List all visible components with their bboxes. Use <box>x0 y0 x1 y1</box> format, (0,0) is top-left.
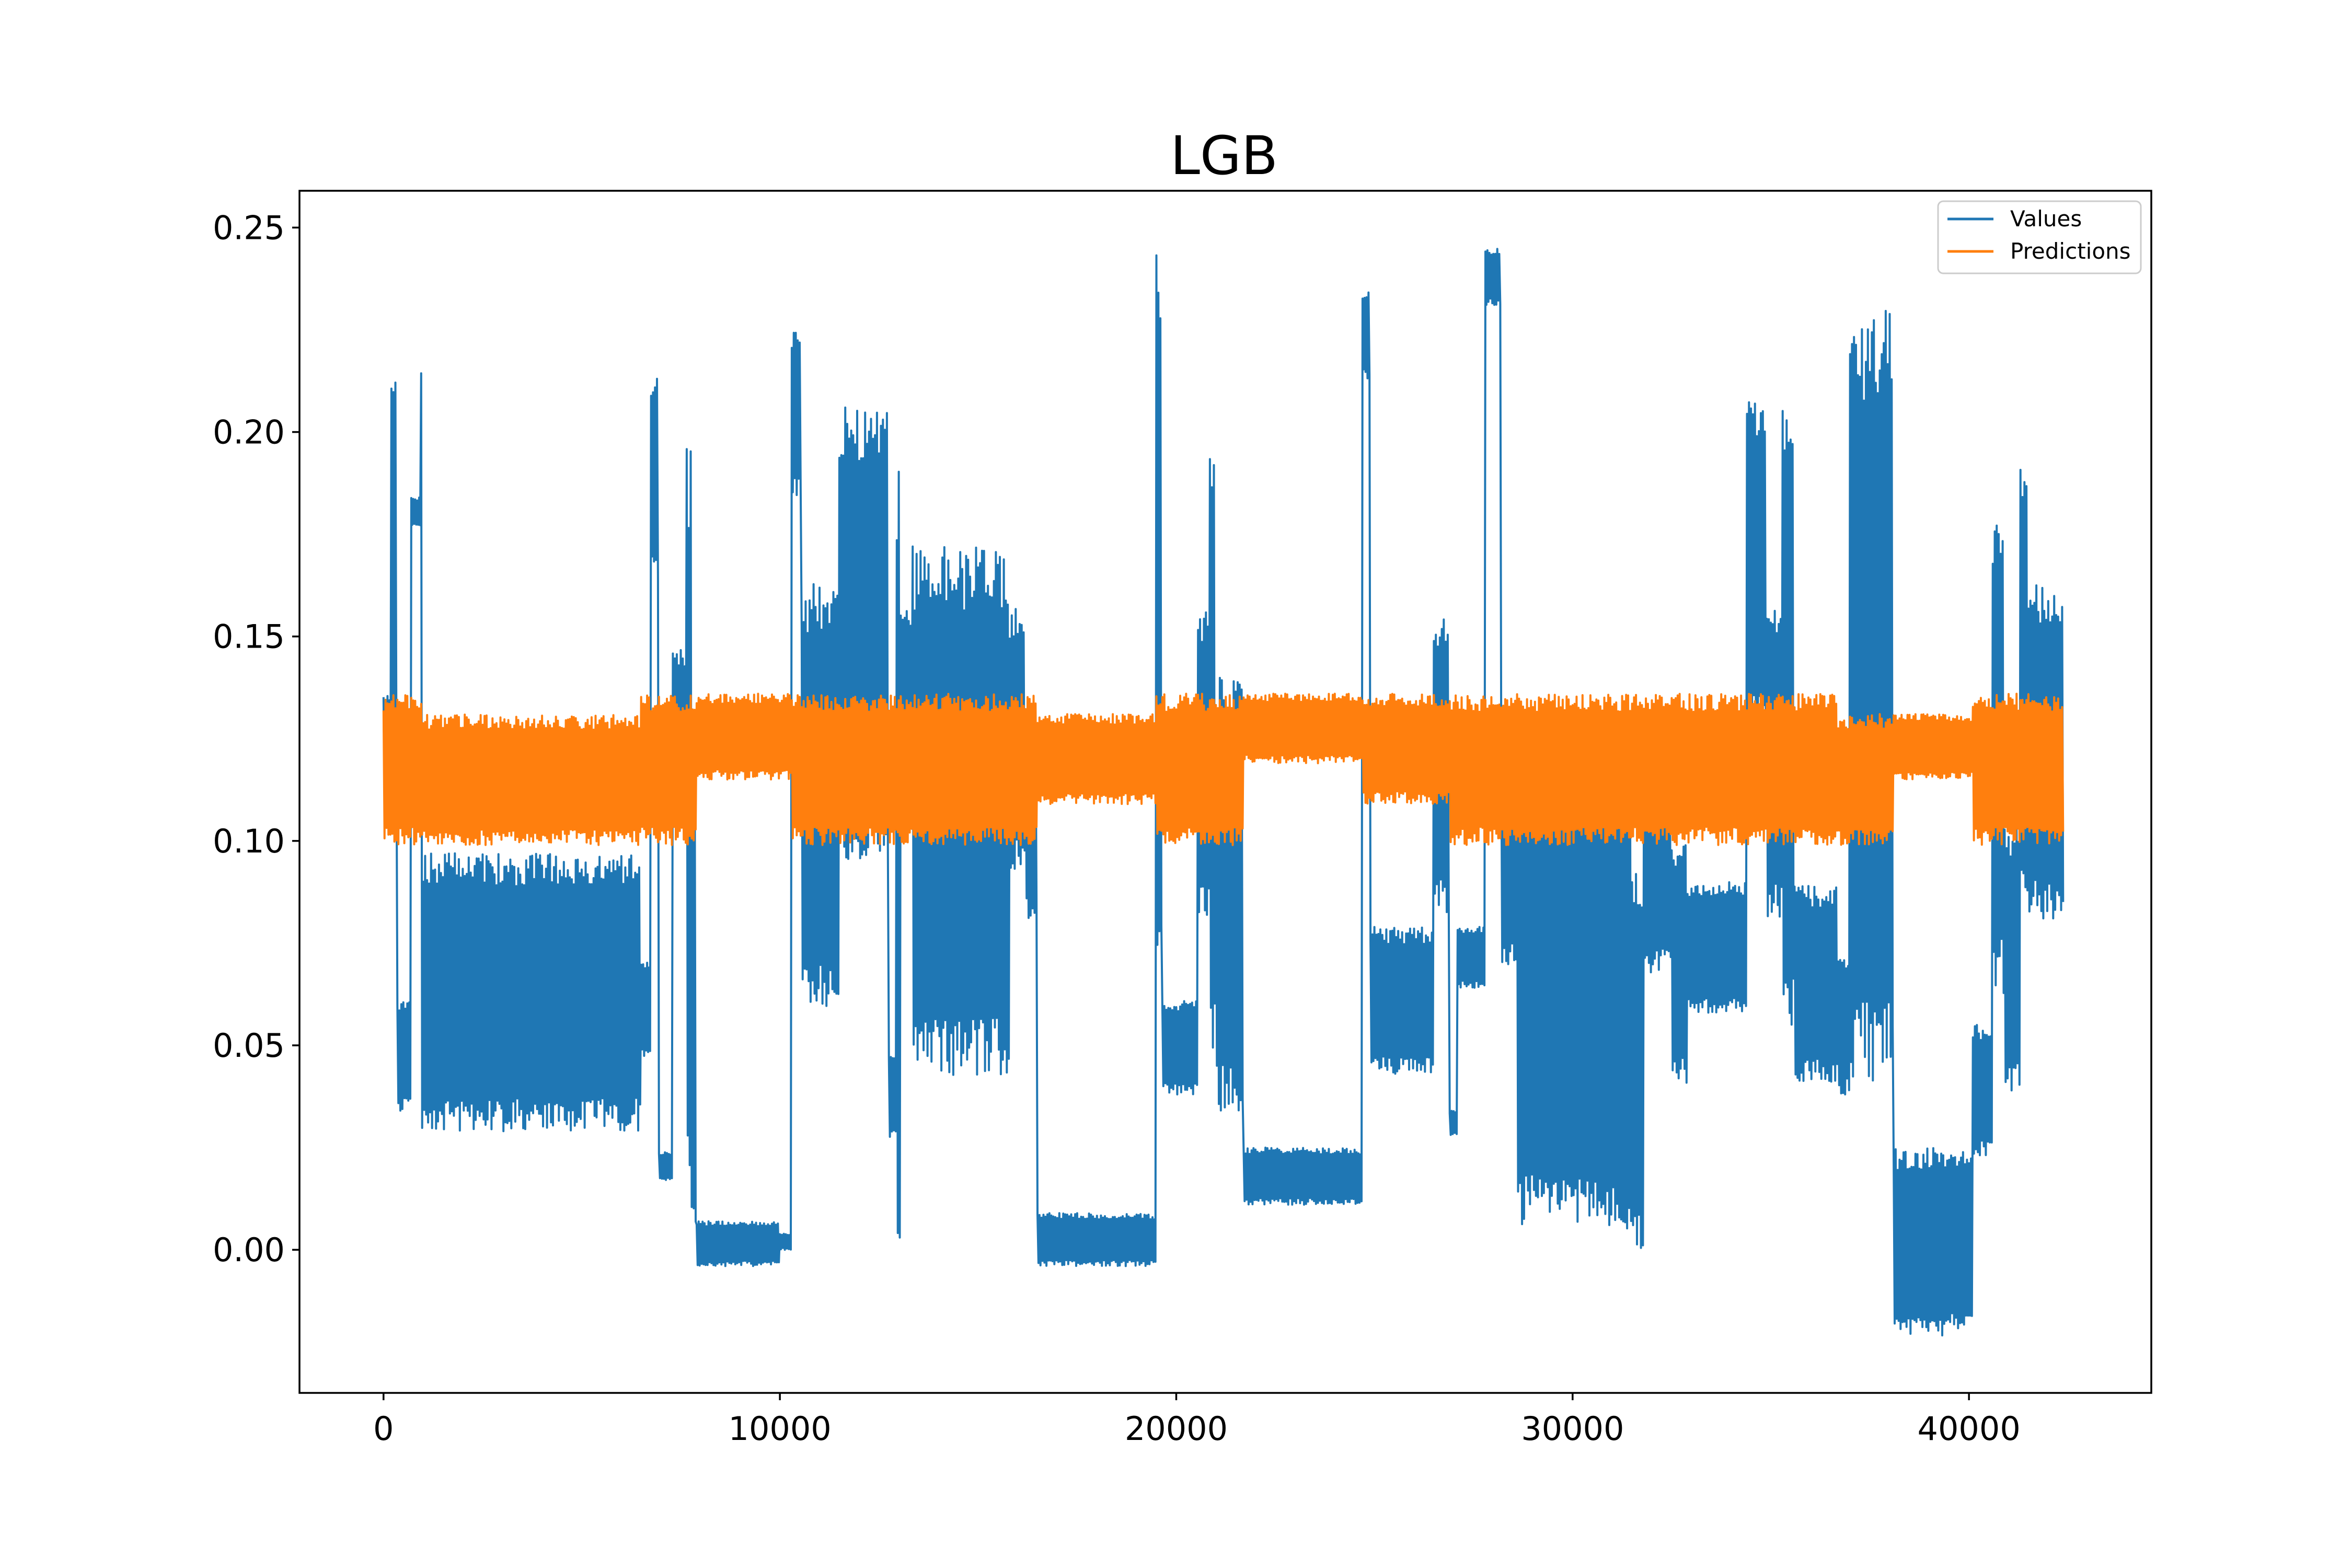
legend-label-values: Values <box>2010 206 2082 232</box>
plot-frame <box>298 190 2152 1394</box>
series-line-predictions <box>382 693 2065 846</box>
x-axis: 0 10000 20000 30000 40000 <box>373 1393 2021 1448</box>
y-tick-label: 0.10 <box>213 822 285 860</box>
legend: Values Predictions <box>1937 200 2142 274</box>
x-tick-label: 10000 <box>729 1410 832 1448</box>
y-tick-label: 0.20 <box>213 413 285 452</box>
chart-title: LGB <box>1170 125 1278 187</box>
series-predictions <box>382 693 2065 846</box>
y-tick-label: 0.15 <box>213 618 285 656</box>
y-axis: 0.00 0.05 0.10 0.15 0.20 0.25 <box>213 209 299 1269</box>
y-tick-label: 0.25 <box>213 209 285 247</box>
y-tick-label: 0.05 <box>213 1027 285 1065</box>
x-tick-label: 0 <box>373 1410 394 1448</box>
x-tick-label: 20000 <box>1125 1410 1228 1448</box>
y-tick-label: 0.00 <box>213 1231 285 1269</box>
x-tick-label: 30000 <box>1521 1410 1624 1448</box>
legend-label-predictions: Predictions <box>2010 238 2131 264</box>
x-tick-label: 40000 <box>1918 1410 2021 1448</box>
